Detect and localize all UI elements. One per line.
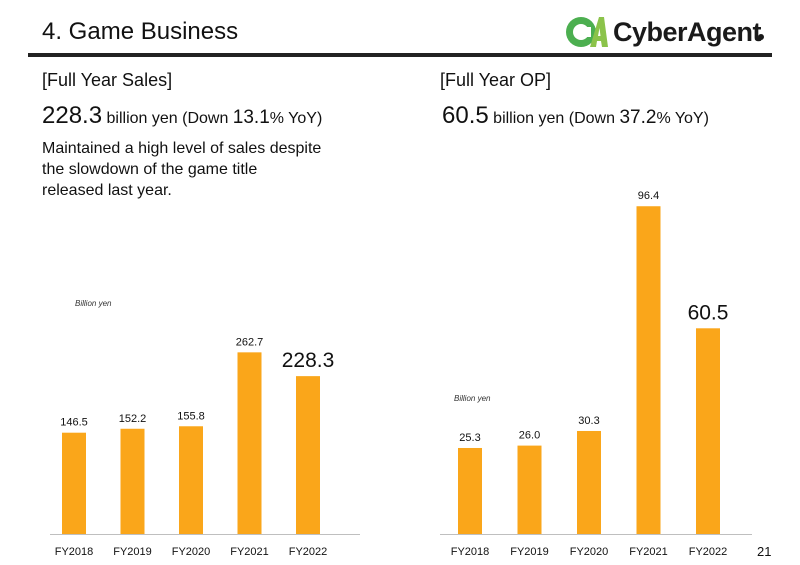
logo-wordmark: CyberAgent — [613, 17, 762, 47]
page-number: 21 — [757, 544, 772, 559]
cyberagent-logo-icon — [566, 17, 608, 47]
op-x-tick-fy2022: FY2022 — [689, 546, 728, 558]
sales-unit-label: Billion yen — [75, 299, 112, 308]
sales-bar-fy2022 — [296, 376, 320, 534]
sales-data-label-fy2022: 228.3 — [282, 349, 335, 372]
op-data-label-fy2021: 96.4 — [638, 190, 659, 202]
op-bar-fy2022 — [696, 328, 720, 534]
op-data-label-fy2018: 25.3 — [459, 432, 480, 444]
sales-x-tick-fy2022: FY2022 — [289, 546, 328, 558]
sales-unit-suffix: % YoY) — [269, 110, 323, 127]
title-divider — [28, 53, 772, 57]
sales-header: [Full Year Sales] — [42, 70, 173, 90]
op-x-tick-fy2018: FY2018 — [451, 546, 490, 558]
sales-change: 13.1 — [232, 107, 270, 128]
sales-unit-prefix: billion yen (Down — [102, 110, 233, 127]
op-data-label-fy2020: 30.3 — [578, 415, 599, 427]
sales-data-label-fy2019: 152.2 — [119, 413, 147, 425]
sales-summary: 228.3 billion yen (Down 13.1% YoY) — [42, 102, 322, 130]
op-unit-label: Billion yen — [454, 394, 491, 403]
sales-x-tick-fy2021: FY2021 — [230, 546, 269, 558]
op-data-label-fy2022: 60.5 — [688, 301, 729, 324]
sales-bar-fy2018 — [62, 432, 86, 534]
op-change: 37.2 — [619, 107, 657, 128]
sales-data-label-fy2018: 146.5 — [60, 417, 88, 429]
op-data-label-fy2019: 26.0 — [519, 430, 540, 442]
op-x-tick-fy2021: FY2021 — [629, 546, 668, 558]
sales-bar-fy2019 — [120, 428, 145, 534]
page-title: 4. Game Business — [42, 18, 239, 45]
sales-data-label-fy2021: 262.7 — [236, 336, 264, 348]
op-x-tick-fy2020: FY2020 — [570, 546, 609, 558]
op-bar-fy2021 — [636, 206, 661, 535]
sales-value: 228.3 — [42, 102, 103, 129]
op-summary: 60.5 billion yen (Down 37.2% YoY) — [442, 102, 709, 130]
sales-bar-fy2020 — [179, 426, 203, 534]
op-x-tick-fy2019: FY2019 — [510, 546, 549, 558]
op-unit-prefix: billion yen (Down — [488, 110, 620, 127]
sales-data-label-fy2020: 155.8 — [177, 410, 205, 422]
sales-x-tick-fy2018: FY2018 — [55, 546, 94, 558]
logo-registered-mark — [758, 34, 764, 40]
op-unit-suffix: % YoY) — [656, 110, 709, 127]
sales-x-tick-fy2020: FY2020 — [172, 546, 211, 558]
sales-bar-fy2021 — [237, 352, 262, 534]
op-header: [Full Year OP] — [440, 70, 552, 90]
company-logo: CyberAgent — [566, 14, 770, 50]
op-bar-fy2019 — [517, 445, 542, 534]
sales-description: Maintained a high level of sales despite… — [42, 140, 322, 199]
sales-x-tick-fy2019: FY2019 — [113, 546, 152, 558]
op-bar-fy2020 — [577, 430, 601, 534]
op-bar-fy2018 — [458, 447, 482, 534]
op-value: 60.5 — [442, 102, 489, 129]
